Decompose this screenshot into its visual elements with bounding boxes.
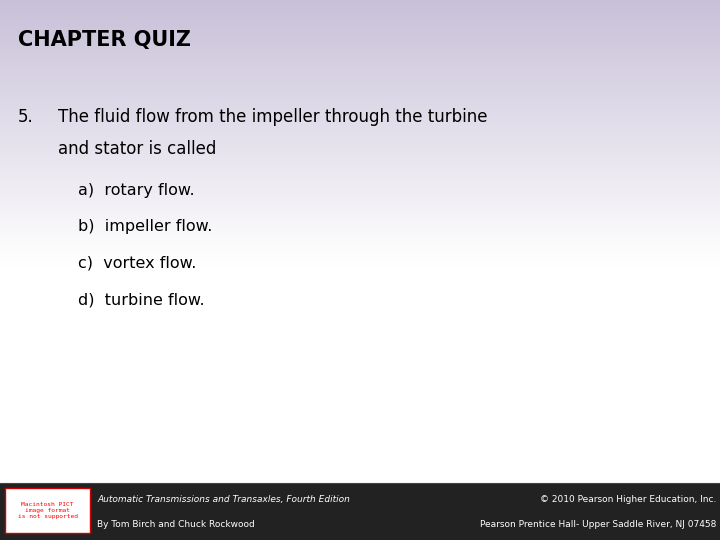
Text: d)  turbine flow.: d) turbine flow. [78, 293, 204, 308]
Text: Macintosh PICT
image format
is not supported: Macintosh PICT image format is not suppo… [17, 502, 78, 519]
Text: 5.: 5. [18, 108, 34, 126]
Text: b)  impeller flow.: b) impeller flow. [78, 219, 212, 234]
Text: a)  rotary flow.: a) rotary flow. [78, 183, 194, 198]
Text: Pearson Prentice Hall- Upper Saddle River, NJ 07458: Pearson Prentice Hall- Upper Saddle Rive… [480, 519, 716, 529]
Bar [0, 483, 720, 540]
Text: and stator is called: and stator is called [58, 140, 216, 158]
Text: c)  vortex flow.: c) vortex flow. [78, 256, 196, 271]
Text: By Tom Birch and Chuck Rockwood: By Tom Birch and Chuck Rockwood [97, 519, 255, 529]
Text: The fluid flow from the impeller through the turbine: The fluid flow from the impeller through… [58, 108, 487, 126]
Text: © 2010 Pearson Higher Education, Inc.: © 2010 Pearson Higher Education, Inc. [540, 495, 716, 504]
Text: Automatic Transmissions and Transaxles, Fourth Edition: Automatic Transmissions and Transaxles, … [97, 495, 350, 504]
Bar [0, 0, 720, 483]
Text: CHAPTER QUIZ: CHAPTER QUIZ [18, 30, 191, 50]
Bar [5, 488, 90, 533]
